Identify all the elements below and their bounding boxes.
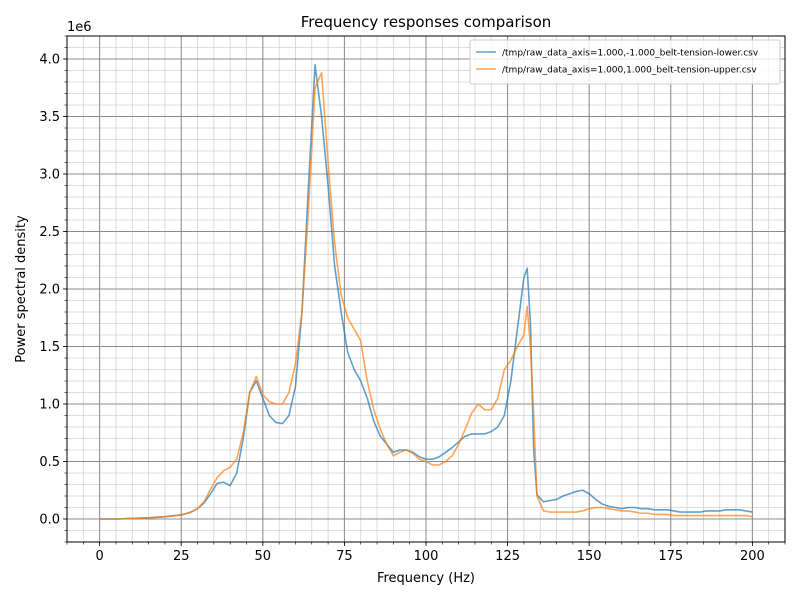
y-tick-label: 2.0 <box>39 283 60 298</box>
y-tick-label: 0.0 <box>39 513 60 528</box>
y-axis-label: Power spectral density <box>14 215 29 363</box>
x-tick-label: 50 <box>255 549 272 564</box>
y-tick-label: 0.5 <box>39 455 60 470</box>
x-tick-label: 150 <box>577 549 602 564</box>
chart-title: Frequency responses comparison <box>301 13 552 31</box>
y-tick-label: 3.0 <box>39 168 60 183</box>
legend: /tmp/raw_data_axis=1.000,-1.000_belt-ten… <box>469 39 781 85</box>
x-tick-label: 125 <box>495 549 520 564</box>
x-tick-label: 25 <box>173 549 190 564</box>
y-axis-ticks: 0.0 0.5 1.0 1.5 2.0 2.5 3.0 3.5 4.0 <box>39 35 67 543</box>
legend-label-1: /tmp/raw_data_axis=1.000,-1.000_belt-ten… <box>502 49 759 59</box>
y-offset-label: 1e6 <box>67 20 92 35</box>
x-axis-ticks: 0 25 50 75 100 125 150 175 200 <box>66 542 786 564</box>
x-axis-label: Frequency (Hz) <box>377 571 475 586</box>
x-tick-label: 75 <box>336 549 353 564</box>
x-tick-label: 100 <box>414 549 439 564</box>
y-tick-label: 3.5 <box>39 110 60 125</box>
x-tick-label: 200 <box>740 549 765 564</box>
x-tick-label: 0 <box>95 549 103 564</box>
legend-box <box>469 39 781 85</box>
major-grid <box>67 36 785 542</box>
y-tick-label: 2.5 <box>39 225 60 240</box>
y-tick-label: 1.0 <box>39 398 60 413</box>
series-line-2 <box>99 72 753 520</box>
series-layer <box>99 63 753 520</box>
series-line-1 <box>99 63 753 520</box>
y-tick-label: 4.0 <box>39 53 60 68</box>
legend-label-2: /tmp/raw_data_axis=1.000,1.000_belt-tens… <box>502 66 757 76</box>
x-tick-label: 175 <box>658 549 683 564</box>
y-tick-label: 1.5 <box>39 340 60 355</box>
